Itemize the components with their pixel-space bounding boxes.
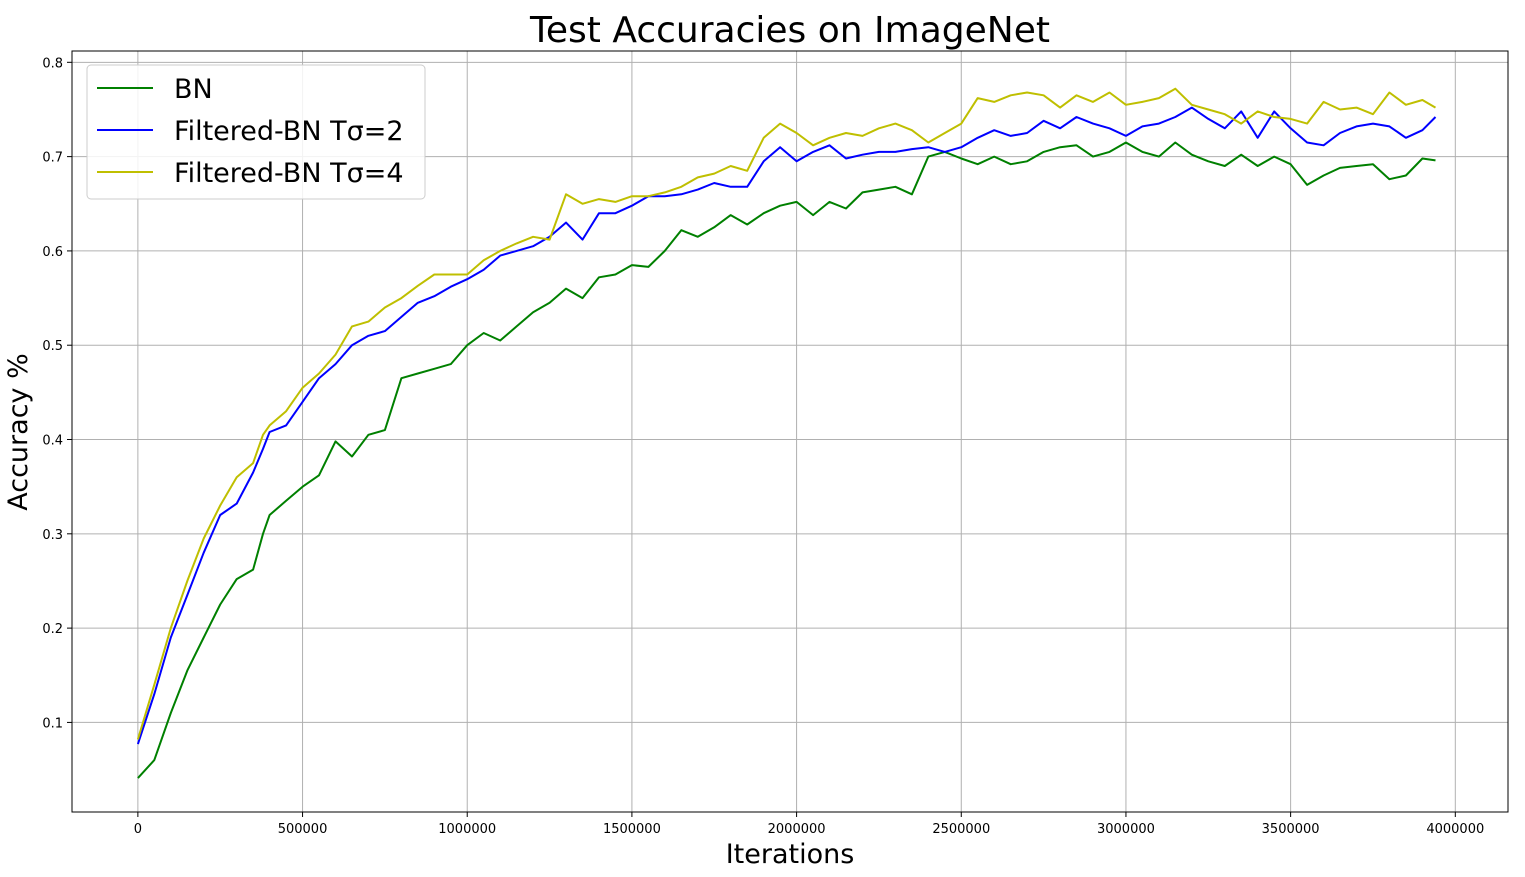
- y-tick-label: 0.3: [42, 528, 63, 543]
- series-line-1: [136, 106, 1437, 745]
- x-tick-label: 1500000: [603, 822, 661, 837]
- series-line-0: [137, 141, 1436, 779]
- legend-label-0: BN: [174, 74, 213, 105]
- x-tick-label: 0: [134, 822, 142, 837]
- legend-box: [86, 64, 426, 200]
- series-lines: [136, 87, 1437, 779]
- legend: BN Filtered-BN Tσ=2 Filtered-BN Tσ=4: [86, 64, 426, 200]
- y-tick-label: 0.1: [42, 716, 63, 731]
- legend-label-2: Filtered-BN Tσ=4: [174, 158, 404, 189]
- y-tick-label: 0.6: [42, 245, 63, 260]
- x-tick-label: 2500000: [932, 822, 990, 837]
- y-axis-label: Accuracy %: [3, 353, 34, 511]
- plot-frame: [71, 50, 1509, 813]
- x-tick-label: 500000: [278, 822, 328, 837]
- x-tick-label: 4000000: [1426, 822, 1484, 837]
- y-axis-ticks: 0.1 0.2 0.3 0.4 0.5 0.6 0.7 0.8: [42, 56, 72, 731]
- x-tick-label: 3500000: [1262, 822, 1320, 837]
- x-axis-ticks: 0 500000 1000000 1500000 2000000 2500000 30000…: [134, 812, 1484, 837]
- grid: [72, 51, 1508, 812]
- x-tick-label: 1000000: [438, 822, 496, 837]
- x-tick-label: 3000000: [1097, 822, 1155, 837]
- y-tick-label: 0.5: [42, 339, 63, 354]
- y-tick-label: 0.7: [42, 151, 63, 166]
- x-tick-label: 2000000: [768, 822, 826, 837]
- y-tick-label: 0.8: [42, 56, 63, 71]
- x-axis-label: Iterations: [726, 839, 855, 870]
- y-tick-label: 0.4: [42, 434, 63, 449]
- chart-title: Test Accuracies on ImageNet: [529, 10, 1050, 51]
- y-tick-label: 0.2: [42, 622, 63, 637]
- series-line-2: [136, 87, 1437, 740]
- legend-label-1: Filtered-BN Tσ=2: [174, 116, 404, 147]
